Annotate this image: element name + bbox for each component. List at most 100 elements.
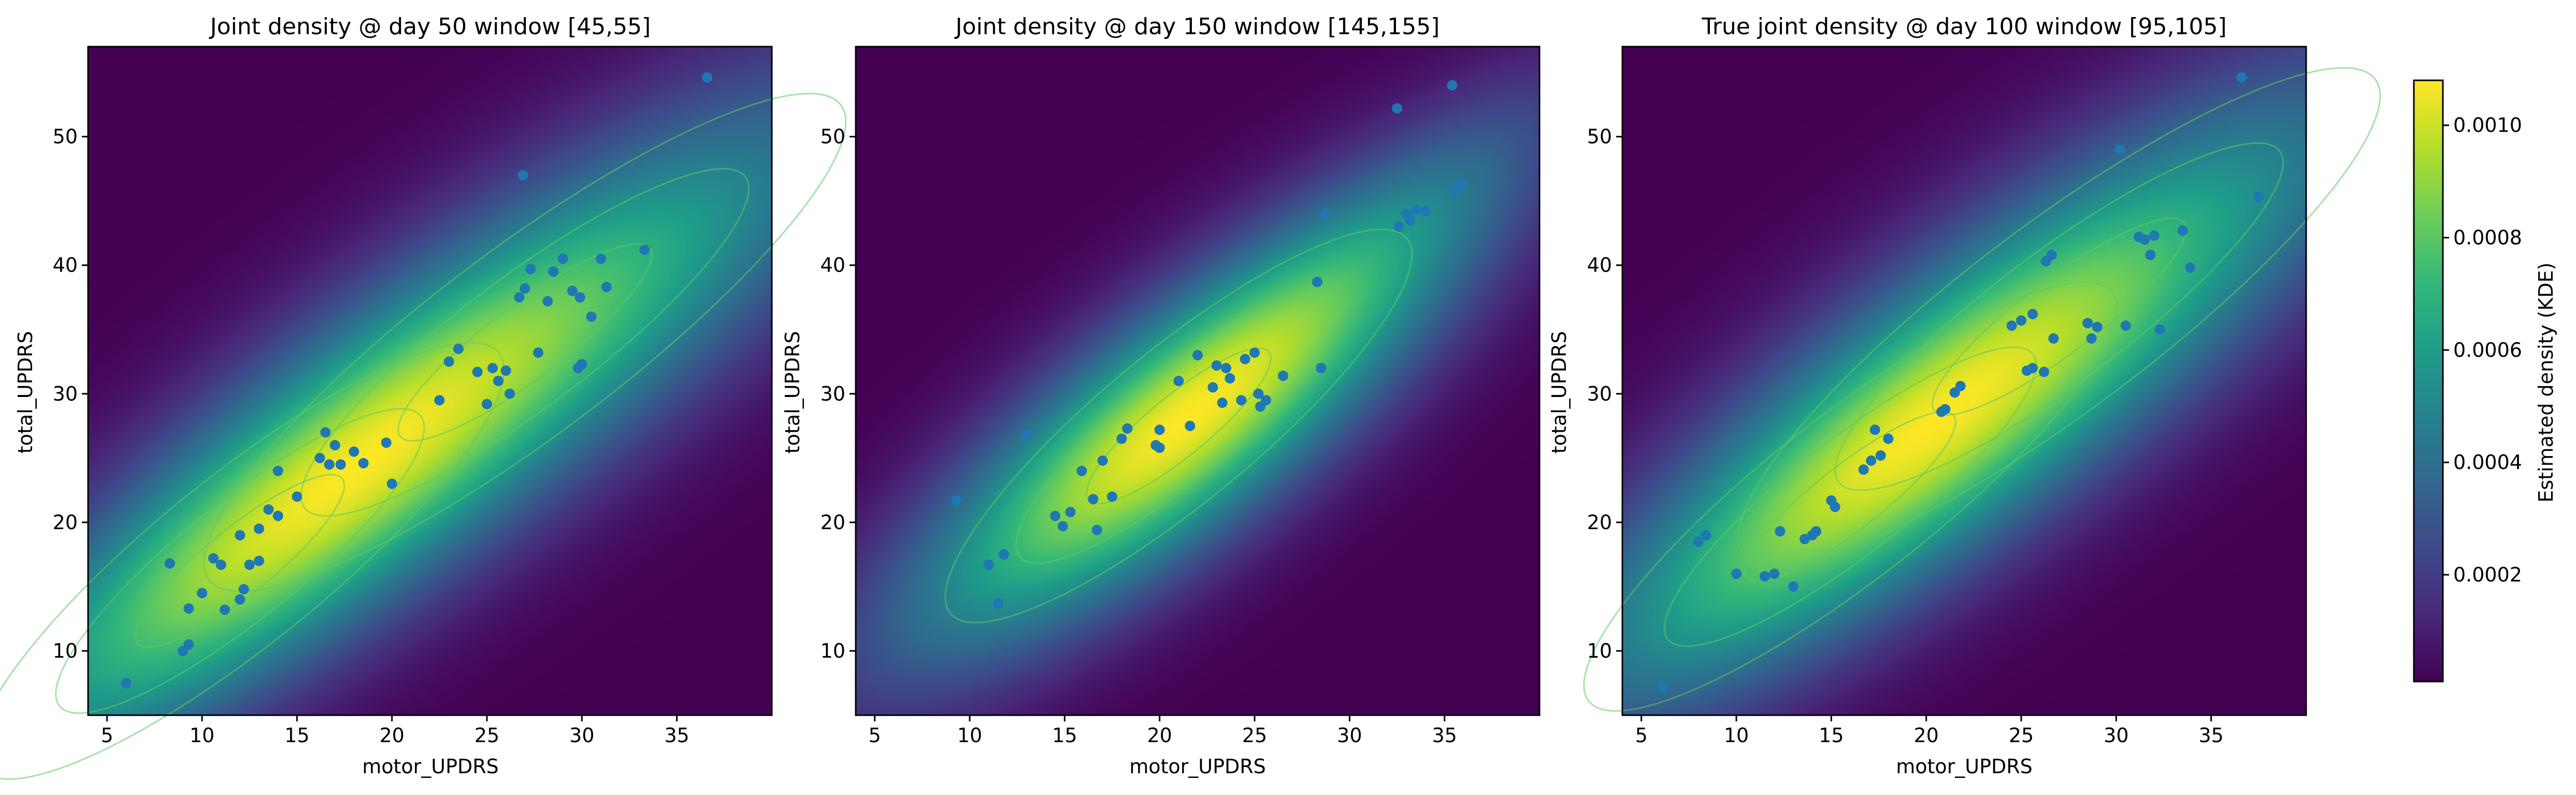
x-tick-label: 35 <box>664 724 689 747</box>
colorbar: Estimated density (KDE) 0.0002 0.0004 0.00… <box>2413 79 2557 683</box>
data-point <box>1091 524 1102 535</box>
data-point <box>1731 569 1742 579</box>
x-tick-label: 20 <box>1147 724 1172 747</box>
data-point <box>1240 353 1250 364</box>
plot-frame <box>855 46 1541 716</box>
data-point <box>1858 464 1869 475</box>
data-point <box>577 359 587 370</box>
data-point <box>542 296 553 307</box>
data-point <box>2006 320 2017 331</box>
data-point <box>2086 333 2097 344</box>
data-point <box>1088 494 1099 505</box>
density-contour <box>1583 281 2118 712</box>
plot-frame <box>87 46 773 716</box>
colorbar-tick-label: 0.0010 <box>2453 114 2522 137</box>
density-contour <box>1931 217 2187 416</box>
data-point <box>1811 526 1821 537</box>
data-point <box>1866 455 1877 466</box>
data-point <box>2154 324 2165 335</box>
data-point <box>244 559 255 570</box>
density-contour <box>1663 346 2037 647</box>
density-contour <box>135 474 346 648</box>
data-point <box>517 170 528 181</box>
data-point <box>702 72 713 83</box>
data-point <box>2046 249 2057 260</box>
data-point <box>520 283 530 294</box>
y-tick-label: 30 <box>1587 382 1612 405</box>
x-tick-label: 15 <box>1052 724 1077 747</box>
colorbar-tick-label: 0.0008 <box>2453 226 2522 249</box>
x-tick-label: 10 <box>957 724 982 747</box>
data-point <box>1701 530 1711 541</box>
data-point <box>1760 571 1770 582</box>
data-point <box>1173 376 1184 386</box>
x-tick-label: 5 <box>101 724 113 747</box>
data-point <box>1065 507 1076 518</box>
y-axis-label: total_UPDRS <box>781 331 804 453</box>
x-tick-label: 10 <box>190 724 214 747</box>
data-point <box>983 559 994 570</box>
data-point <box>1769 569 1780 579</box>
data-point <box>254 523 264 534</box>
data-point <box>1955 380 1966 391</box>
x-tick-label: 25 <box>2009 724 2034 747</box>
density-contour <box>944 228 1413 623</box>
x-tick-label: 35 <box>1432 724 1457 747</box>
x-tick-label: 30 <box>1337 724 1362 747</box>
data-point <box>314 452 325 463</box>
panel-title: Joint density @ day 50 window [45,55] <box>209 13 651 40</box>
data-point <box>500 365 511 376</box>
data-point <box>358 458 369 469</box>
y-tick-label: 10 <box>1587 640 1612 662</box>
data-point <box>2082 318 2093 329</box>
data-point <box>329 440 340 451</box>
data-point <box>1411 205 1421 216</box>
data-point <box>2139 234 2150 245</box>
data-point <box>1249 347 1260 358</box>
data-point <box>215 559 226 570</box>
data-point <box>1221 363 1231 374</box>
colorbar-tick-label: 0.0002 <box>2453 563 2522 586</box>
data-point <box>586 311 597 322</box>
data-point <box>235 530 246 541</box>
data-point <box>2177 225 2188 236</box>
data-point <box>1278 371 1288 381</box>
data-point <box>505 388 515 399</box>
data-point <box>2016 315 2026 326</box>
data-point <box>263 504 274 515</box>
data-point <box>639 244 650 255</box>
data-point <box>1788 581 1798 592</box>
data-point <box>2114 144 2125 155</box>
data-point <box>533 347 543 358</box>
density-contour <box>1737 67 2381 566</box>
data-point <box>1312 276 1322 287</box>
y-tick-label: 40 <box>821 254 845 277</box>
x-tick-label: 25 <box>1242 724 1267 747</box>
data-point <box>1217 398 1228 408</box>
data-point <box>1107 491 1117 502</box>
data-point <box>493 376 503 386</box>
panel-day150: Joint density @ day 150 window [145,155]… <box>781 13 1541 778</box>
colorbar-tick-label: 0.0006 <box>2453 338 2522 361</box>
density-contour <box>1744 411 1956 583</box>
x-tick-label: 15 <box>1819 724 1844 747</box>
density-heatmap <box>1622 47 2306 715</box>
data-point <box>1261 395 1271 406</box>
x-tick-label: 30 <box>569 724 594 747</box>
density-contour <box>1015 288 1343 564</box>
y-tick-label: 20 <box>821 511 845 534</box>
plot-frame <box>1621 46 2307 716</box>
data-point <box>601 281 612 292</box>
data-point <box>2048 333 2059 344</box>
data-point <box>235 594 246 605</box>
data-point <box>1253 388 1264 399</box>
data-point <box>1775 526 1786 537</box>
data-point <box>1116 433 1127 444</box>
data-point <box>2092 321 2103 332</box>
data-point <box>1869 424 1880 435</box>
data-point <box>121 677 132 688</box>
x-axis-label: motor_UPDRS <box>362 755 499 778</box>
data-point <box>2253 192 2264 203</box>
density-contour <box>300 168 750 517</box>
